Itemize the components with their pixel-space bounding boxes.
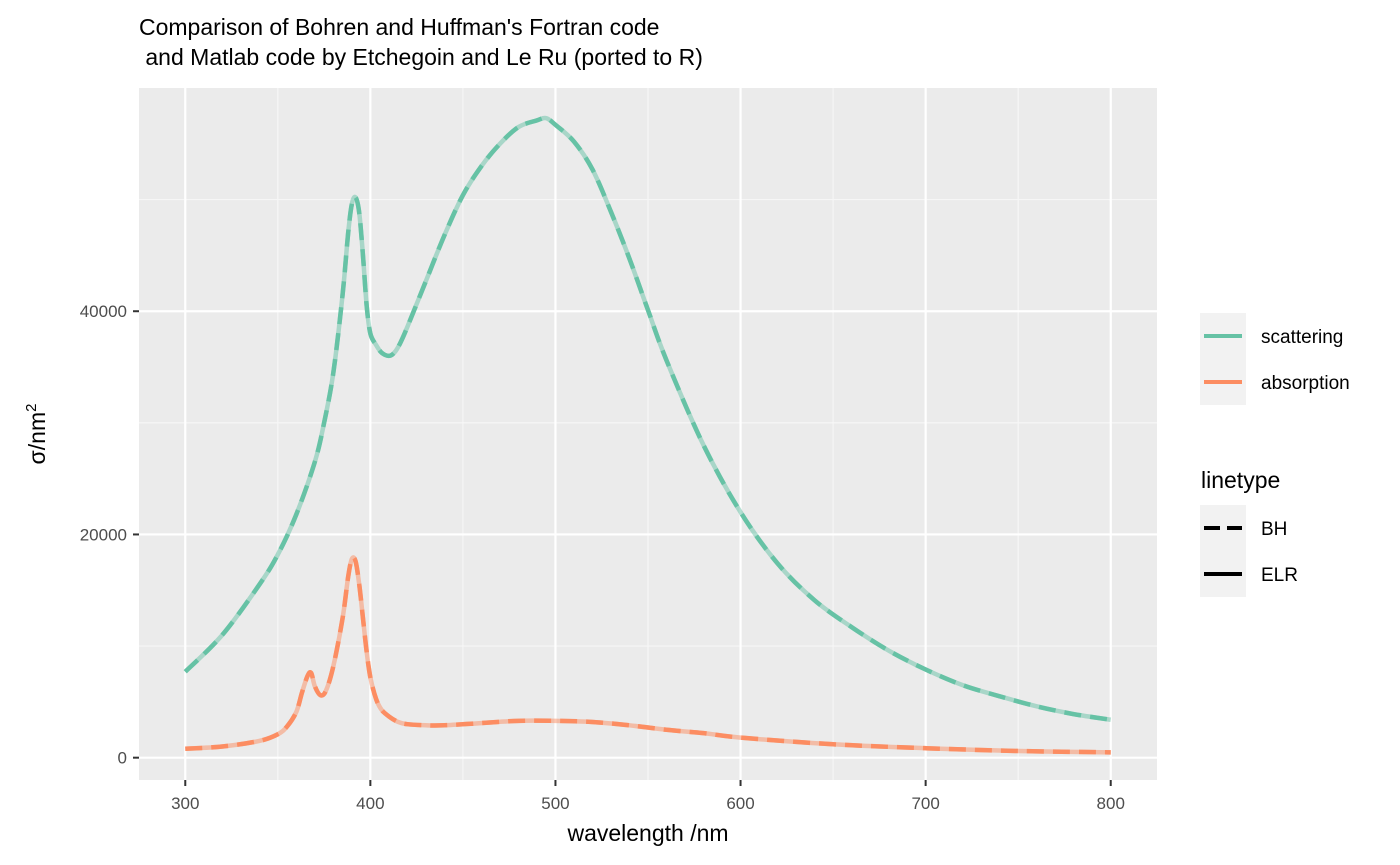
legend-linetype: linetype BH ELR	[1200, 467, 1298, 597]
legend-label-scattering: scattering	[1261, 327, 1343, 348]
x-axis: 300 400 500 600 700 800	[171, 780, 1125, 813]
y-axis-title-superscript: 2	[23, 404, 40, 412]
legend-label-absorption: absorption	[1261, 373, 1350, 394]
x-axis-title: wavelength /nm	[566, 820, 728, 846]
legend-colour: scattering absorption	[1200, 313, 1350, 405]
chart-title-line-1: Comparison of Bohren and Huffman's Fortr…	[139, 14, 660, 40]
y-tick-label: 20000	[80, 525, 127, 544]
x-tick-label: 700	[911, 794, 939, 813]
y-axis: 0 20000 40000	[80, 302, 139, 768]
x-tick-label: 300	[171, 794, 199, 813]
series-layer	[183, 115, 1112, 755]
x-tick-label: 500	[541, 794, 569, 813]
chart-title: Comparison of Bohren and Huffman's Fortr…	[139, 12, 703, 72]
chart-title-line-2: and Matlab code by Etchegoin and Le Ru (…	[139, 44, 703, 70]
y-axis-title-main: σ/nm	[24, 412, 50, 465]
series-line-scattering-bh	[183, 115, 1112, 722]
minor-grid	[139, 88, 1157, 780]
y-tick-label: 40000	[80, 302, 127, 321]
legend-linetype-title: linetype	[1201, 467, 1280, 493]
y-tick-label: 0	[118, 749, 127, 768]
x-tick-label: 400	[356, 794, 384, 813]
legend-label-bh: BH	[1261, 519, 1287, 540]
legend-label-elr: ELR	[1261, 565, 1298, 586]
x-tick-label: 800	[1097, 794, 1125, 813]
y-axis-title: σ/nm2	[23, 404, 50, 465]
x-tick-label: 600	[726, 794, 754, 813]
series-line-absorption-bh	[185, 555, 1111, 755]
